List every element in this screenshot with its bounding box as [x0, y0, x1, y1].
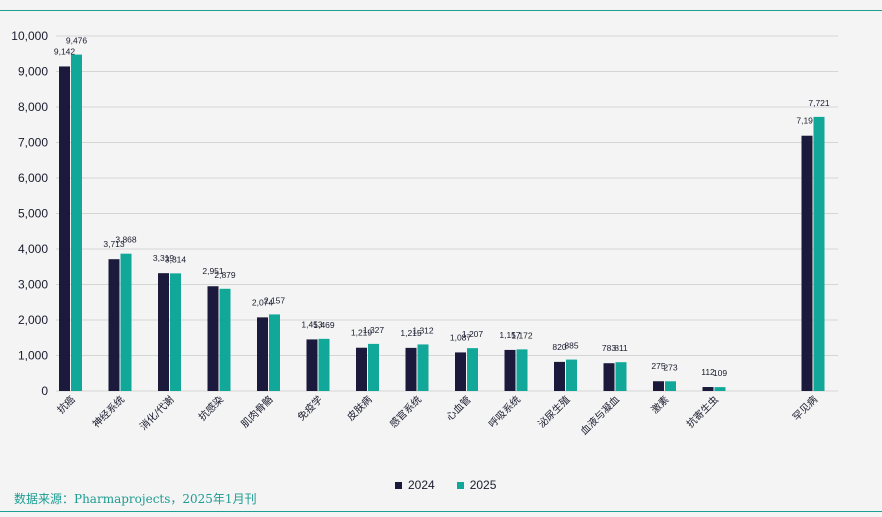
data-label-2025: 109	[713, 368, 727, 378]
data-label-2024: 783	[602, 343, 616, 353]
bar-2024	[108, 259, 120, 391]
data-label-2025: 811	[614, 343, 628, 353]
data-label-2024: 3,713	[103, 239, 125, 249]
bar-2025	[417, 344, 429, 391]
data-label-2024: 3,319	[153, 253, 175, 263]
legend-swatch-2024	[395, 481, 402, 489]
bar-2024	[158, 273, 169, 391]
bar-2025	[120, 253, 132, 391]
y-tick-label: 10,000	[11, 29, 48, 43]
data-label-2025: 2,879	[214, 270, 236, 280]
bar-2025	[615, 362, 627, 391]
bar-2025	[714, 387, 726, 391]
category-label: 肌肉骨骼	[238, 393, 275, 430]
data-label-2024: 2,951	[202, 266, 224, 276]
bar-2024	[356, 347, 367, 391]
legend: 2024 2025	[395, 478, 496, 492]
bar-2024	[653, 381, 664, 391]
bar-2025	[269, 314, 280, 391]
category-label: 神经系统	[90, 393, 127, 430]
y-tick-label: 0	[41, 384, 48, 398]
bar-2024	[702, 387, 714, 391]
legend-swatch-2025	[456, 481, 464, 489]
data-label-2025: 1,172	[511, 330, 533, 340]
data-label-2025: 1,207	[462, 329, 484, 339]
category-label: 泌尿生殖	[535, 393, 572, 430]
category-label: 血液与凝血	[578, 393, 623, 438]
category-label: 抗感染	[196, 393, 226, 423]
bar-2025	[516, 349, 528, 391]
data-label-2025: 7,721	[808, 98, 830, 108]
bar-2025	[170, 273, 181, 391]
category-label: 心血管	[443, 393, 473, 423]
data-label-2025: 2,157	[264, 295, 286, 305]
bar-2024	[603, 363, 615, 391]
y-tick-label: 9,000	[18, 65, 48, 79]
y-tick-label: 1,000	[18, 349, 48, 363]
category-label: 免疫学	[295, 393, 325, 423]
y-tick-label: 4,000	[18, 242, 48, 256]
category-label: 呼吸系统	[486, 393, 523, 430]
bar-2024	[207, 286, 219, 391]
data-label-2024: 820	[552, 342, 566, 352]
data-label-2024: 9,142	[54, 46, 76, 56]
bar-2024	[455, 352, 466, 391]
data-label-2024: 1,087	[450, 332, 472, 342]
data-label-2024: 1,215	[400, 328, 422, 338]
bar-2025	[566, 359, 577, 391]
bar-2025	[813, 116, 825, 391]
data-label-2024: 7,191	[796, 116, 818, 126]
bar-2024	[554, 361, 565, 391]
data-label-2024: 2,074	[252, 297, 274, 307]
legend-label-2024: 2024	[408, 478, 435, 492]
y-tick-label: 2,000	[18, 313, 48, 327]
data-label-2024: 275	[651, 361, 665, 371]
data-label-2024: 1,453	[301, 319, 323, 329]
data-label-2025: 1,469	[313, 320, 335, 330]
bar-2024	[504, 349, 516, 391]
legend-item-2024: 2024	[395, 478, 435, 492]
category-label: 消化/代谢	[137, 393, 177, 433]
bar-2025	[665, 381, 676, 391]
data-label-2025: 3,868	[115, 235, 137, 245]
data-label-2024: 1,219	[351, 328, 373, 338]
bar-2025	[467, 348, 478, 391]
category-label: 皮肤病	[344, 393, 374, 423]
data-label-2025: 885	[564, 341, 578, 351]
bar-2024	[257, 317, 268, 391]
data-label-2025: 1,312	[412, 325, 434, 335]
y-tick-label: 7,000	[18, 136, 48, 150]
category-label: 激素	[648, 393, 671, 416]
data-label-2025: 3,314	[165, 254, 187, 264]
data-label-2025: 273	[663, 362, 677, 372]
y-tick-label: 3,000	[18, 278, 48, 292]
bar-2025	[219, 288, 231, 391]
legend-item-2025: 2025	[456, 478, 497, 492]
y-tick-label: 5,000	[18, 207, 48, 221]
data-label-2025: 1,327	[363, 325, 385, 335]
legend-label-2025: 2025	[469, 478, 497, 492]
data-label-2024: 112	[701, 367, 715, 377]
bar-2025	[318, 338, 330, 391]
data-label-2024: 1,157	[499, 330, 521, 340]
category-label: 罕见病	[790, 393, 820, 423]
bar-2024	[405, 347, 417, 391]
bar-2024	[306, 339, 318, 391]
bar-2025	[368, 343, 379, 391]
data-label-2025: 9,476	[66, 36, 88, 46]
source-note: 数据来源：Pharmaprojects，2025年1月刊	[14, 492, 257, 506]
category-label: 抗癌	[54, 393, 77, 416]
bar-2025	[71, 54, 82, 392]
bottom-rule	[0, 511, 882, 512]
bar-2024	[59, 66, 70, 392]
bar-2024	[801, 135, 813, 391]
y-tick-label: 8,000	[18, 100, 48, 114]
y-tick-label: 6,000	[18, 171, 48, 185]
category-label: 感官系统	[387, 393, 424, 430]
top-rule	[0, 10, 882, 11]
category-label: 抗寄生虫	[684, 393, 721, 430]
